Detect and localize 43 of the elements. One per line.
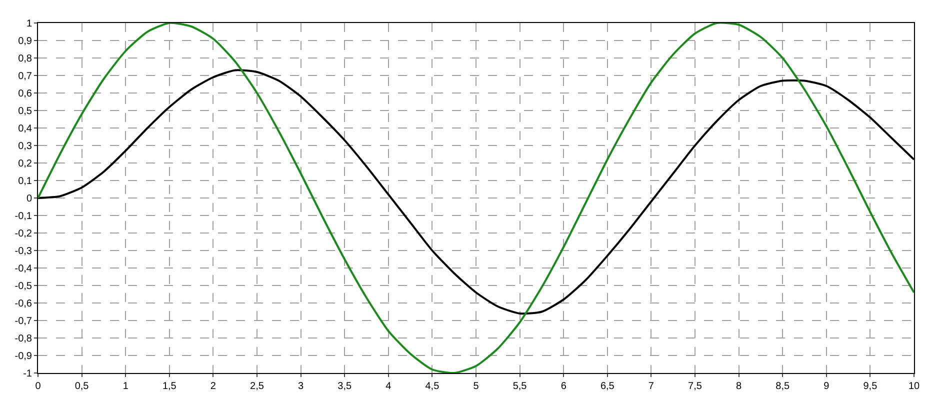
x-tick-label: 9 [824,381,830,392]
x-tick-label: 8 [736,381,742,392]
y-tick-label: -1 [23,368,32,380]
line-series [38,23,914,373]
y-tick-label: -0,9 [14,351,32,362]
x-tick-label: 10 [908,381,920,392]
x-tick-label: 0 [35,381,42,392]
y-tick-label: -0,4 [14,264,32,274]
y-tick-label: 0,6 [18,88,32,100]
y-tick-label: 0,2 [18,158,32,170]
y-tick-label: -0,8 [14,334,32,344]
x-tick-label: 4 [386,381,392,392]
y-tick-label: -0,2 [14,228,32,240]
y-tick-label: 0,1 [18,176,32,187]
x-tick-label: 7 [648,381,654,392]
y-tick-label: -0,1 [14,211,32,222]
y-tick-label: 0 [26,194,32,204]
x-tick-label: 0,5 [74,381,90,392]
x-tick-label: 4,5 [425,381,440,392]
x-tick-label: 7,5 [688,381,702,392]
y-tick-label: 0,8 [18,54,32,64]
y-tick-label: 0,7 [18,71,32,82]
x-tick-label: 2,5 [250,381,264,392]
x-tick-label: 1,5 [162,381,177,392]
x-tick-label: 6,5 [600,381,615,392]
y-tick-label: 0,5 [18,106,32,117]
y-tick-label: -0,7 [14,316,32,327]
y-tick-label: -0,5 [14,281,32,292]
x-tick-label: 5,5 [512,381,528,392]
x-tick-label: 6 [560,381,567,392]
x-tick-label: 5 [473,381,480,392]
x-tick-label: 3 [298,381,304,392]
x-tick-label: 8,5 [776,381,790,392]
y-tick-label: -0,3 [14,246,32,257]
x-tick-label: 1 [122,381,129,392]
y-tick-label: 0,3 [18,141,32,152]
y-tick-label: 0,9 [18,36,32,47]
y-tick-label: -0,6 [14,298,32,310]
x-tick-label: 2 [210,381,216,392]
y-tick-label: 1 [26,18,32,30]
y-tick-label: 0,4 [18,124,32,134]
x-tick-label: 9,5 [863,381,878,392]
x-tick-label: 3,5 [338,381,352,392]
